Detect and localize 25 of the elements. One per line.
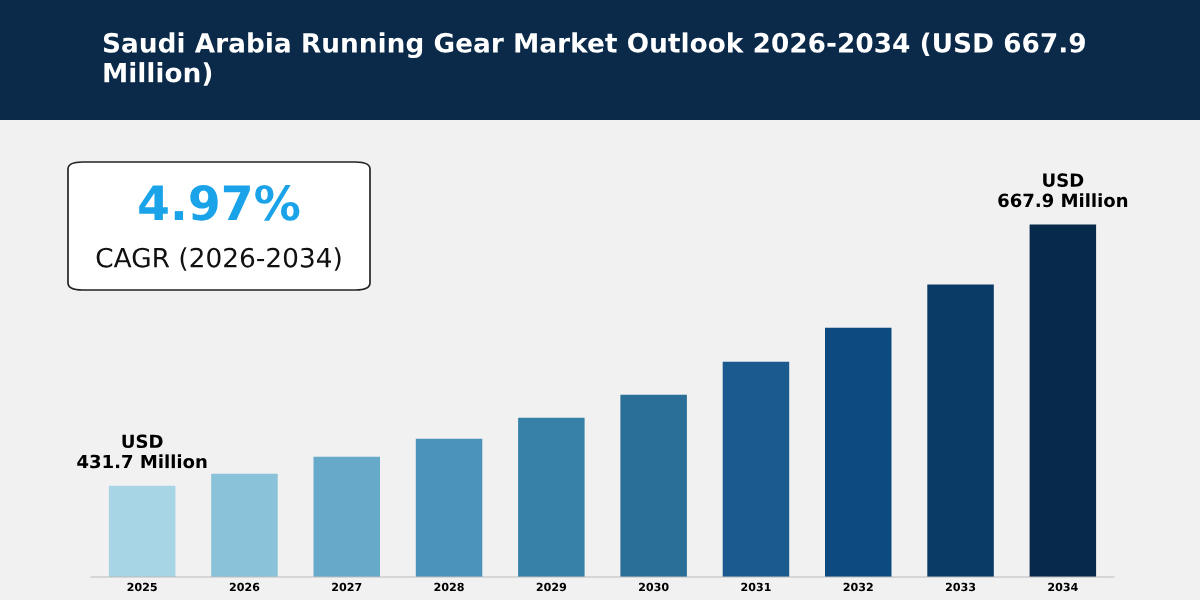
x-tick-label: 2028 — [434, 582, 464, 592]
x-tick-label: 2025 — [127, 582, 157, 592]
bar — [415, 438, 483, 577]
x-tick-label: 2029 — [536, 582, 567, 592]
bar — [313, 456, 380, 577]
bar — [620, 394, 687, 577]
x-tick-label: 2031 — [741, 582, 771, 592]
x-tick-label: 2032 — [843, 582, 873, 592]
x-tick-label: 2026 — [229, 582, 260, 592]
text: 4.97% — [139, 184, 300, 221]
x-tick-label: 2034 — [1048, 582, 1078, 592]
bar — [722, 361, 790, 577]
bar — [825, 327, 892, 577]
bar — [1029, 224, 1097, 577]
chart-title: Saudi Arabia Running Gear Market Outlook 2026-2034 (USD 667.9 Million) — [103, 32, 1085, 86]
x-tick-label: 2030 — [639, 582, 669, 592]
annotation: USD 667.9 Million — [998, 173, 1128, 208]
annotation: USD 431.7 Million — [77, 434, 207, 469]
x-tick-label: 2027 — [332, 582, 362, 592]
bar — [211, 473, 278, 577]
bar — [518, 417, 585, 577]
bar — [108, 485, 176, 577]
annotation: CAGR (2026-2034) — [96, 247, 341, 271]
bar — [927, 284, 994, 577]
x-tick-label: 2033 — [945, 582, 976, 592]
